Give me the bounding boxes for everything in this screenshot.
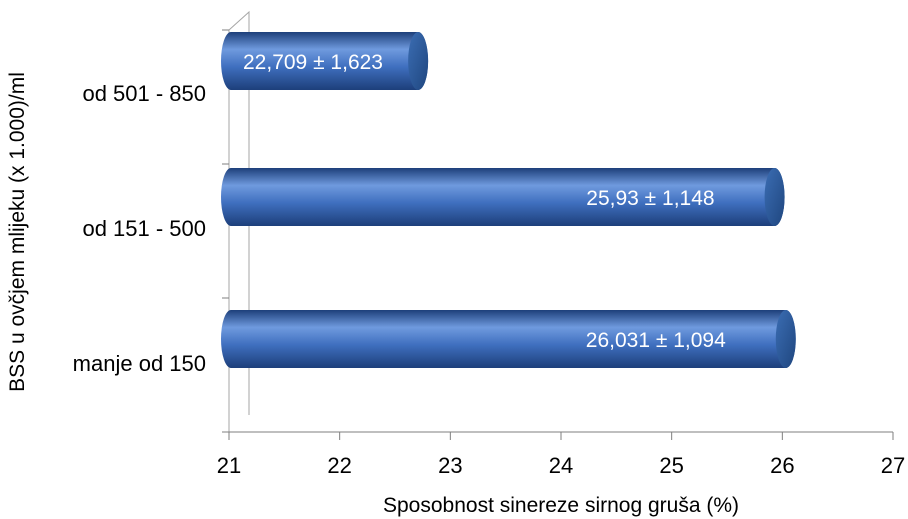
bar-value-label: 22,709 ± 1,623	[243, 51, 383, 74]
bar: 22,709 ± 1,623	[221, 32, 429, 90]
bar-value-label: 26,031 ± 1,094	[586, 329, 726, 352]
x-tick-label: 21	[217, 453, 241, 478]
bar-body	[221, 32, 429, 90]
category-label: od 501 - 850	[82, 81, 206, 106]
bars: 26,031 ± 1,094 25,93 ± 1,148 22,709 ± 1,62…	[221, 32, 796, 368]
x-tick-label: 27	[881, 453, 905, 478]
x-axis-title: Sposobnost sinereze sirnog gruša (%)	[383, 494, 739, 517]
bar-end-cap	[408, 32, 429, 90]
bar: 26,031 ± 1,094	[221, 310, 796, 368]
bar: 25,93 ± 1,148	[221, 168, 785, 226]
bar-end-cap	[775, 310, 796, 368]
x-tick-label: 25	[659, 453, 683, 478]
y-axis-title: BSS u ovčjem mlijeku (x 1.000)/ml	[6, 72, 29, 392]
bar-body	[221, 310, 796, 368]
category-labels: manje od 150 od 151 - 500 od 501 - 850	[73, 81, 206, 376]
bar-value-label: 25,93 ± 1,148	[586, 187, 714, 210]
category-label: od 151 - 500	[82, 216, 206, 241]
x-tick-label: 26	[770, 453, 794, 478]
x-tick-label: 24	[549, 453, 573, 478]
category-label: manje od 150	[73, 351, 206, 376]
x-axis-ticks: 21 22 23 24 25 26 27	[217, 432, 905, 478]
x-tick-label: 22	[327, 453, 351, 478]
y-axis-ticks	[222, 29, 229, 433]
bar-end-cap	[764, 168, 785, 226]
x-tick-label: 23	[438, 453, 462, 478]
bar-body	[221, 168, 785, 226]
